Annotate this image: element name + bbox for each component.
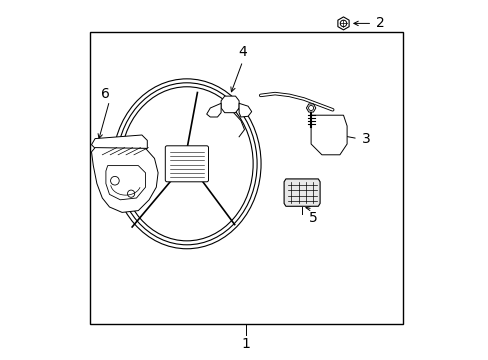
Polygon shape: [306, 104, 315, 112]
Polygon shape: [91, 135, 147, 152]
Polygon shape: [206, 103, 221, 117]
Text: 2: 2: [375, 17, 384, 30]
Circle shape: [110, 176, 119, 185]
Ellipse shape: [113, 79, 261, 249]
Text: 6: 6: [101, 87, 110, 100]
Bar: [89, 32, 402, 324]
Ellipse shape: [117, 83, 257, 245]
Circle shape: [127, 190, 134, 197]
Text: 5: 5: [308, 211, 317, 225]
Polygon shape: [91, 148, 158, 212]
Text: 3: 3: [361, 132, 369, 145]
Ellipse shape: [121, 87, 253, 241]
Polygon shape: [239, 103, 251, 117]
Polygon shape: [221, 96, 239, 113]
Polygon shape: [106, 166, 145, 200]
Polygon shape: [337, 17, 348, 30]
FancyBboxPatch shape: [165, 146, 208, 182]
Polygon shape: [284, 179, 320, 206]
Text: 4: 4: [238, 45, 246, 59]
Polygon shape: [310, 115, 346, 155]
Text: 1: 1: [242, 337, 250, 351]
